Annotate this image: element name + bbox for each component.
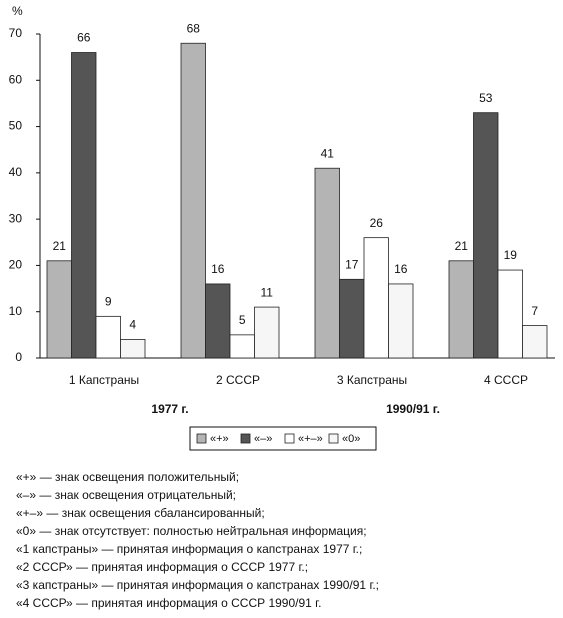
value-label: 7: [531, 304, 538, 318]
period-label: 1990/91 г.: [386, 402, 440, 416]
x-tick-label: 4 СССР: [484, 373, 528, 387]
value-label: 4: [129, 318, 136, 332]
value-label: 41: [321, 146, 335, 160]
bar: [314, 167, 340, 359]
value-label: 11: [261, 285, 274, 299]
value-label: 5: [239, 313, 246, 327]
bar: [497, 269, 523, 359]
y-tick-label: 30: [9, 211, 23, 225]
value-label: 17: [345, 257, 359, 271]
bar: [339, 278, 365, 359]
bar: [71, 52, 97, 359]
x-tick-label: 3 Капстраны: [337, 373, 407, 387]
legend-label: «0»: [342, 433, 360, 445]
footnote: «4 СССР» — принятая информация о СССР 19…: [16, 596, 321, 610]
value-label: 26: [370, 216, 384, 230]
bar: [473, 112, 499, 359]
legend-swatch: [328, 433, 339, 444]
bar: [363, 237, 389, 359]
y-axis-label: %: [12, 4, 23, 18]
bar: [205, 283, 231, 359]
x-tick-label: 2 СССР: [216, 373, 260, 387]
y-tick-label: 70: [9, 26, 23, 40]
footnote: «1 капстраны» — принятая информация о ка…: [16, 542, 362, 556]
y-tick-label: 10: [9, 304, 23, 318]
y-tick-label: 20: [9, 258, 23, 272]
value-label: 66: [77, 31, 91, 45]
value-label: 21: [455, 239, 469, 253]
value-label: 16: [394, 262, 408, 276]
legend-swatch: [240, 433, 251, 444]
x-tick-label: 1 Капстраны: [69, 373, 139, 387]
footnote: «+–» — знак освещения сбалансированный;: [16, 506, 265, 520]
y-tick-label: 50: [9, 119, 23, 133]
footnote: «2 СССР» — принятая информация о СССР 19…: [16, 560, 308, 574]
footnote: «+» — знак освещения положительный;: [16, 470, 239, 484]
value-label: 21: [53, 239, 67, 253]
legend-label: «+–»: [298, 433, 323, 445]
y-tick-label: 0: [15, 350, 22, 364]
legend-swatch: [196, 433, 207, 444]
value-label: 9: [105, 295, 112, 309]
bar: [448, 260, 474, 359]
footnote: «–» — знак освещения отрицательный;: [16, 488, 236, 502]
bar: [180, 42, 206, 359]
bar: [388, 283, 414, 359]
value-label: 16: [211, 262, 225, 276]
bar: [254, 306, 280, 359]
bar: [95, 315, 121, 359]
y-tick-label: 60: [9, 72, 23, 86]
bar: [120, 339, 146, 359]
legend-label: «+»: [210, 433, 229, 445]
footnote: «3 капстраны» — принятая информация о ка…: [16, 578, 379, 592]
y-tick-label: 40: [9, 165, 23, 179]
legend-label: «–»: [254, 433, 272, 445]
legend-box: [189, 426, 377, 451]
value-label: 68: [187, 21, 201, 35]
value-label: 19: [504, 248, 518, 262]
bar: [46, 260, 72, 359]
bar: [229, 334, 255, 359]
footnote: «0» — знак отсутствует: полностью нейтра…: [16, 524, 367, 538]
value-label: 53: [479, 91, 493, 105]
bar: [522, 325, 548, 359]
legend-swatch: [284, 433, 295, 444]
period-label: 1977 г.: [151, 402, 188, 416]
